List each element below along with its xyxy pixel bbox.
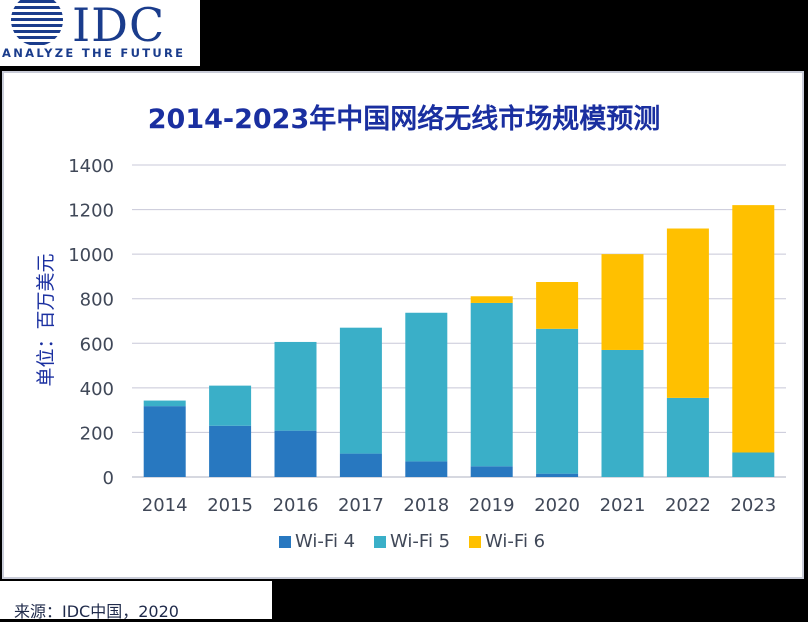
y-tick-label: 0	[103, 468, 114, 489]
bars	[143, 205, 775, 477]
x-tick-label: 2016	[273, 495, 319, 516]
x-tick-label: 2015	[207, 495, 253, 516]
legend-swatch	[374, 536, 386, 548]
bar-wi-fi-4-2020	[536, 473, 579, 477]
chart-panel: 2014-2023年中国网络无线市场规模预测 单位：百万美元 0 200 400 60…	[2, 71, 804, 579]
x-tick-label: 2022	[665, 495, 711, 516]
bar-wi-fi-5-2022	[666, 397, 709, 477]
bar-wi-fi-6-2022	[666, 228, 709, 398]
bar-wi-fi-5-2015	[209, 385, 252, 426]
bar-wi-fi-5-2019	[470, 302, 513, 467]
bar-wi-fi-4-2014	[143, 406, 186, 477]
x-tick-label: 2014	[142, 495, 188, 516]
legend-label: Wi-Fi 4	[295, 531, 355, 552]
bar-wi-fi-4-2015	[209, 425, 252, 477]
legend: Wi-Fi 4 Wi-Fi 5 Wi-Fi 6	[279, 531, 545, 552]
y-tick-label: 600	[80, 334, 114, 355]
source-box: 来源：IDC中国，2020	[0, 581, 272, 621]
source-note: 来源：IDC中国，2020	[14, 602, 179, 621]
bar-wi-fi-6-2019	[470, 296, 513, 303]
y-tick-labels: 0 200 400 600 800 1000 1200 1400	[68, 156, 114, 489]
x-tick-labels: 2014 2015 2016 2017 2018 2019 2020 2021 2022 2023	[142, 495, 776, 516]
legend-label: Wi-Fi 5	[390, 531, 450, 552]
legend-swatch	[279, 536, 291, 548]
y-tick-label: 800	[80, 290, 114, 311]
bar-wi-fi-5-2021	[601, 349, 644, 477]
bar-wi-fi-6-2020	[536, 282, 579, 329]
x-tick-label: 2019	[469, 495, 515, 516]
x-tick-label: 2017	[338, 495, 384, 516]
bar-wi-fi-5-2018	[405, 312, 448, 462]
x-tick-label: 2020	[534, 495, 580, 516]
x-tick-label: 2023	[730, 495, 776, 516]
chart-title: 2014-2023年中国网络无线市场规模预测	[148, 103, 661, 135]
bar-wi-fi-5-2014	[143, 400, 186, 407]
bar-wi-fi-4-2018	[405, 461, 448, 477]
stacked-bar-chart: 2014-2023年中国网络无线市场规模预测 单位：百万美元 0 200 400 60…	[35, 103, 786, 552]
bar-wi-fi-4-2017	[339, 453, 382, 477]
y-tick-label: 1400	[68, 156, 114, 177]
y-tick-label: 1000	[68, 245, 114, 266]
logo-tagline: ANALYZE THE FUTURE	[2, 46, 186, 60]
x-tick-label: 2018	[403, 495, 449, 516]
bar-wi-fi-5-2020	[536, 328, 579, 474]
legend-swatch	[469, 536, 481, 548]
bar-wi-fi-6-2023	[732, 205, 775, 453]
globe-icon	[11, 0, 63, 45]
bar-wi-fi-6-2021	[601, 254, 644, 350]
y-axis-label: 单位：百万美元	[35, 253, 57, 386]
bar-wi-fi-5-2016	[274, 341, 317, 431]
logo-text: IDC	[72, 0, 166, 52]
y-tick-label: 1200	[68, 201, 114, 222]
x-tick-label: 2021	[600, 495, 646, 516]
bar-wi-fi-5-2017	[339, 327, 382, 454]
y-tick-label: 400	[80, 379, 114, 400]
bar-wi-fi-4-2019	[470, 466, 513, 477]
y-tick-label: 200	[80, 423, 114, 444]
bar-wi-fi-4-2016	[274, 430, 317, 477]
legend-label: Wi-Fi 6	[485, 531, 545, 552]
idc-logo: IDC ANALYZE THE FUTURE	[0, 0, 200, 66]
bar-wi-fi-5-2023	[732, 452, 775, 477]
